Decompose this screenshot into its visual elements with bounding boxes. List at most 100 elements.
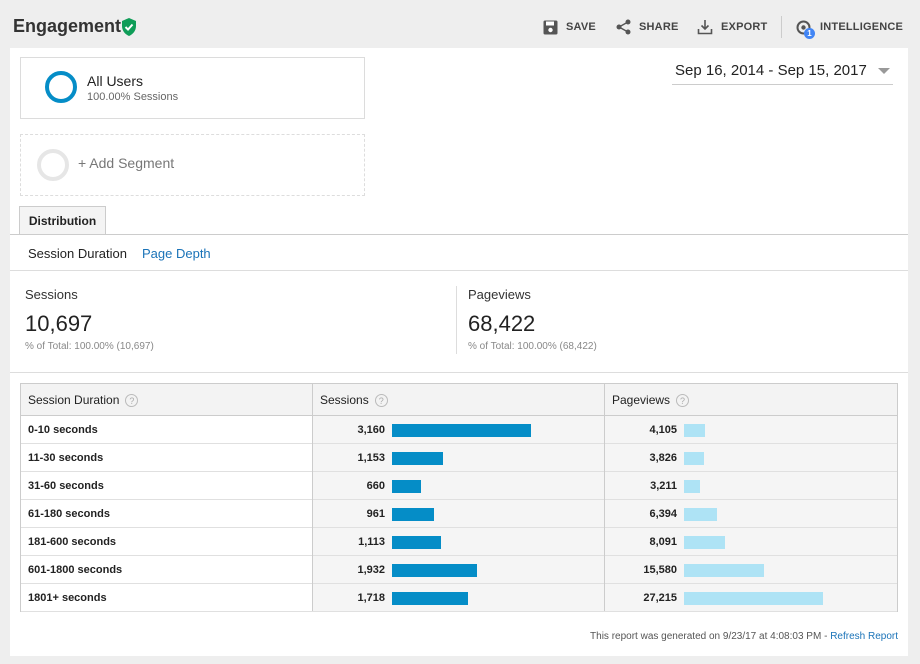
help-icon[interactable]: ?: [676, 394, 690, 408]
intelligence-icon: [796, 20, 811, 34]
row-label: 1801+ seconds: [28, 592, 107, 604]
sessions-cell: [313, 500, 605, 527]
sessions-value: 3,160: [357, 424, 385, 436]
metric-sessions-value: 10,697: [25, 311, 93, 336]
save-button[interactable]: SAVE: [543, 18, 596, 36]
column-header-pageviews[interactable]: Pageviews?: [605, 384, 897, 416]
pageviews-bar: [684, 536, 725, 549]
page-title: Engagement: [13, 16, 122, 36]
column-header-label: Session Duration: [28, 393, 120, 407]
dropdown-caret-icon: [878, 68, 890, 74]
segment-detail: 100.00% Sessions: [87, 91, 179, 103]
save-icon: [543, 20, 558, 34]
sessions-cell: [313, 444, 605, 471]
metric-pageviews-value: 68,422: [468, 311, 536, 336]
row-label: 0-10 seconds: [28, 424, 98, 436]
pageviews-cell: [605, 500, 897, 527]
column-header-label: Pageviews: [612, 393, 671, 407]
table-row: 0-10 seconds 3,160 4,105: [21, 416, 897, 444]
column-header-session-duration[interactable]: Session Duration?: [21, 384, 313, 416]
row-label: 601-1800 seconds: [28, 564, 123, 576]
export-label: EXPORT: [721, 21, 768, 33]
pageviews-bar: [684, 424, 705, 437]
sessions-value: 1,932: [357, 564, 385, 576]
pageviews-cell: [605, 472, 897, 499]
report-footer: This report was generated on 9/23/17 at …: [0, 631, 898, 642]
table-row: 61-180 seconds 961 6,394: [21, 500, 897, 528]
export-button[interactable]: EXPORT: [697, 18, 767, 36]
column-header-label: Sessions: [320, 393, 369, 407]
metric-pageviews-detail: % of Total: 100.00% (68,422): [468, 341, 597, 352]
pageviews-value: 27,215: [643, 592, 677, 604]
date-range-picker[interactable]: Sep 16, 2014 - Sep 15, 2017: [672, 60, 893, 85]
pageviews-cell: [605, 444, 897, 471]
sessions-bar: [392, 452, 443, 465]
export-icon: [697, 20, 713, 35]
pageviews-bar: [684, 452, 704, 465]
pageviews-cell: [605, 528, 897, 555]
distribution-table: Session Duration? Sessions? Pageviews? 0…: [20, 383, 898, 612]
pageviews-bar: [684, 480, 700, 493]
share-button[interactable]: SHARE: [616, 18, 679, 36]
intelligence-button[interactable]: INTELLIGENCE: [795, 18, 903, 36]
pageviews-value: 15,580: [643, 564, 677, 576]
sessions-bar: [392, 424, 531, 437]
metric-sessions-detail: % of Total: 100.00% (10,697): [25, 341, 154, 352]
add-segment-label: + Add Segment: [78, 155, 175, 171]
help-icon[interactable]: ?: [125, 394, 139, 408]
pageviews-cell: [605, 416, 897, 443]
sessions-bar: [392, 564, 477, 577]
sessions-value: 1,153: [357, 452, 385, 464]
pageviews-value: 3,211: [650, 480, 677, 492]
column-header-sessions[interactable]: Sessions?: [313, 384, 605, 416]
sessions-value: 1,718: [357, 592, 385, 604]
refresh-report-link[interactable]: Refresh Report: [830, 631, 898, 642]
column-divider: [312, 384, 313, 611]
toolbar-divider: [781, 16, 782, 38]
sessions-bar: [392, 480, 421, 493]
sessions-bar: [392, 592, 468, 605]
table-row: 181-600 seconds 1,113 8,091: [21, 528, 897, 556]
share-label: SHARE: [639, 21, 679, 33]
pageviews-value: 6,394: [649, 508, 677, 520]
sessions-bar: [392, 536, 441, 549]
pageviews-value: 3,826: [649, 452, 677, 464]
subtab-divider: [10, 270, 908, 271]
row-label: 11-30 seconds: [28, 452, 104, 464]
subtab-page-depth[interactable]: Page Depth: [142, 246, 211, 261]
sessions-value: 660: [366, 480, 385, 492]
intelligence-badge: 1: [804, 28, 815, 39]
table-row: 11-30 seconds 1,153 3,826: [21, 444, 897, 472]
segment-all-users[interactable]: All Users 100.00% Sessions: [20, 57, 365, 119]
share-icon: [616, 19, 631, 35]
metric-pageviews-label: Pageviews: [468, 287, 531, 302]
subtab-session-duration[interactable]: Session Duration: [28, 246, 127, 261]
pageviews-bar: [684, 508, 717, 521]
sessions-cell: [313, 528, 605, 555]
sessions-cell: [313, 472, 605, 499]
intelligence-label: INTELLIGENCE: [820, 21, 904, 33]
column-divider: [604, 384, 605, 611]
table-row: 601-1800 seconds 1,932 15,580: [21, 556, 897, 584]
row-label: 31-60 seconds: [28, 480, 104, 492]
metrics-divider: [10, 372, 908, 373]
verified-shield-icon: [122, 18, 136, 36]
help-icon[interactable]: ?: [374, 394, 388, 408]
tab-distribution[interactable]: Distribution: [19, 206, 106, 235]
pageviews-value: 8,091: [649, 536, 677, 548]
row-label: 61-180 seconds: [28, 508, 110, 520]
empty-segment-ring-icon: [37, 149, 69, 181]
sessions-value: 1,113: [358, 536, 385, 548]
generated-timestamp: This report was generated on 9/23/17 at …: [590, 631, 831, 642]
add-segment-button[interactable]: + Add Segment: [20, 134, 365, 196]
metric-sessions-label: Sessions: [25, 287, 78, 302]
metric-divider: [456, 286, 457, 354]
table-row: 1801+ seconds 1,718 27,215: [21, 584, 897, 612]
segment-name: All Users: [87, 73, 144, 89]
tab-divider: [10, 234, 908, 235]
pageviews-bar: [684, 564, 764, 577]
sessions-bar: [392, 508, 434, 521]
segment-ring-icon: [45, 71, 77, 103]
sessions-value: 961: [366, 508, 385, 520]
save-label: SAVE: [566, 21, 596, 33]
